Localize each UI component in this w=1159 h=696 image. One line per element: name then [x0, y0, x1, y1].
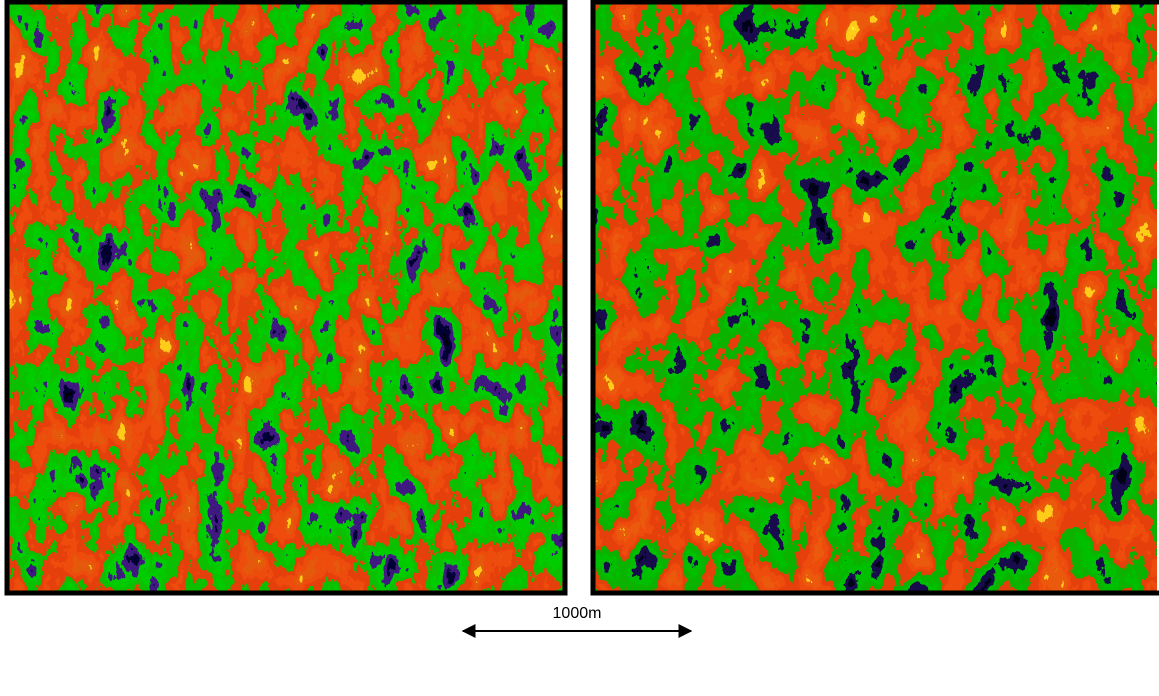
left-map	[7, 2, 565, 593]
page: {"scale_bar": {"label": "1000m"}}	[0, 0, 1159, 696]
figure: 1000m	[0, 0, 1159, 696]
right-panel	[593, 2, 1159, 593]
right-map	[593, 2, 1157, 593]
scale-bar: 1000m	[463, 605, 691, 631]
scale-label: 1000m	[553, 605, 602, 622]
left-panel	[7, 2, 565, 593]
